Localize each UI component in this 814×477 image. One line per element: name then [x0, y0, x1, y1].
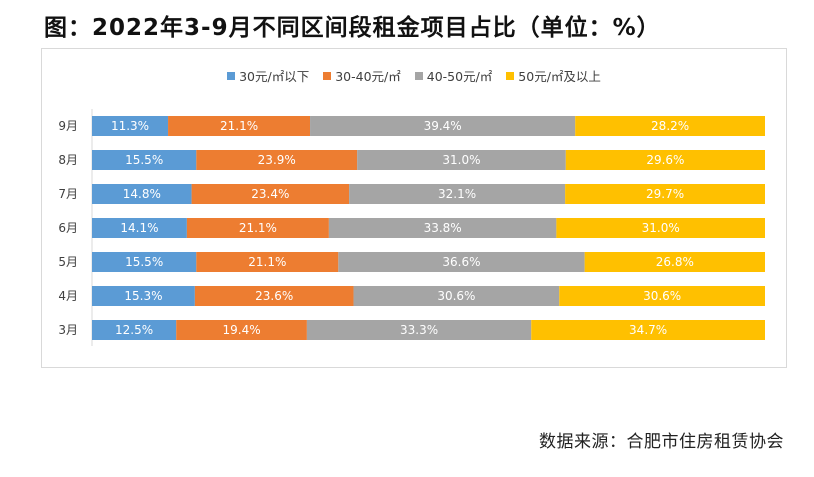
- bar-segment: [196, 252, 339, 272]
- bar-segment: [92, 320, 177, 340]
- bar-segment: [559, 286, 765, 306]
- data-label: 33.8%: [424, 221, 462, 235]
- data-label: 21.1%: [248, 255, 286, 269]
- y-tick-label: 4月: [58, 289, 78, 303]
- legend-label: 50元/㎡及以上: [518, 69, 601, 84]
- bar-segment: [92, 286, 195, 306]
- bar-segment: [92, 116, 169, 136]
- legend-swatch: [227, 71, 236, 80]
- data-source: 数据来源：合肥市住房租赁协会: [539, 432, 784, 452]
- bar-segment: [92, 252, 197, 272]
- data-label: 30.6%: [643, 289, 681, 303]
- chart-title: 图：2022年3-9月不同区间段租金项目占比（单位：%）: [44, 15, 661, 41]
- legend-item-3: 50元/㎡及以上: [506, 66, 601, 85]
- bar-segment: [92, 218, 187, 238]
- legend-item-2: 40-50元/㎡: [414, 66, 493, 85]
- data-label: 23.9%: [258, 153, 296, 167]
- bar-segment: [584, 252, 765, 272]
- legend-swatch: [414, 71, 423, 80]
- bar-segment: [306, 320, 532, 340]
- bar-segment: [92, 150, 197, 170]
- data-label: 14.1%: [120, 221, 158, 235]
- data-label: 34.7%: [629, 323, 667, 337]
- data-label: 15.5%: [125, 255, 163, 269]
- data-label: 11.3%: [111, 119, 149, 133]
- plot-area: 9月 11.3% 21.1% 39.4% 28.2% 8月 15.5% 23.9% 31.0% 2…: [58, 109, 765, 346]
- bar-segment: [310, 116, 576, 136]
- data-label: 21.1%: [220, 119, 258, 133]
- y-tick-label: 9月: [58, 119, 78, 133]
- bar-segment: [92, 184, 192, 204]
- bar-segment: [176, 320, 307, 340]
- legend-label: 30元/㎡以下: [239, 69, 310, 84]
- legend-label: 40-50元/㎡: [426, 69, 493, 84]
- legend-swatch: [506, 71, 515, 80]
- data-label: 23.4%: [251, 187, 289, 201]
- data-label: 12.5%: [115, 323, 153, 337]
- bar-segment: [194, 286, 354, 306]
- data-label: 28.2%: [651, 119, 689, 133]
- data-label: 23.6%: [255, 289, 293, 303]
- y-tick-label: 6月: [58, 221, 78, 235]
- data-label: 26.8%: [656, 255, 694, 269]
- data-label: 15.3%: [124, 289, 162, 303]
- bar-segment: [349, 184, 566, 204]
- data-label: 30.6%: [437, 289, 475, 303]
- data-label: 33.3%: [400, 323, 438, 337]
- data-label: 31.0%: [642, 221, 680, 235]
- legend-label: 30-40元/㎡: [335, 69, 401, 84]
- legend-item-0: 30元/㎡以下: [227, 66, 309, 85]
- bar-segment: [191, 184, 350, 204]
- data-label: 19.4%: [222, 323, 260, 337]
- data-label: 32.1%: [438, 187, 476, 201]
- bar-segment: [556, 218, 765, 238]
- y-tick-label: 8月: [58, 153, 78, 167]
- data-label: 39.4%: [424, 119, 462, 133]
- data-label: 21.1%: [239, 221, 277, 235]
- bar-segment: [565, 184, 765, 204]
- y-tick-label: 7月: [58, 187, 78, 201]
- legend: 30元/㎡以下 30-40元/㎡ 40-50元/㎡ 50元/㎡及以上: [42, 66, 786, 85]
- bar-segment: [186, 218, 329, 238]
- y-tick-label: 3月: [58, 323, 78, 337]
- data-label: 36.6%: [442, 255, 480, 269]
- chart-area: 30元/㎡以下 30-40元/㎡ 40-50元/㎡ 50元/㎡及以上 9月 11.3% 2…: [41, 48, 787, 368]
- data-label: 29.7%: [646, 187, 684, 201]
- bar-segment: [328, 218, 557, 238]
- bar-segment: [575, 116, 765, 136]
- bar-segment: [168, 116, 311, 136]
- bar-segment: [565, 150, 765, 170]
- data-label: 31.0%: [442, 153, 480, 167]
- data-label: 14.8%: [123, 187, 161, 201]
- legend-item-1: 30-40元/㎡: [323, 66, 401, 85]
- y-tick-label: 5月: [58, 255, 78, 269]
- bar-segment: [338, 252, 585, 272]
- legend-swatch: [323, 71, 332, 80]
- bar-segment: [353, 286, 560, 306]
- data-label: 29.6%: [646, 153, 684, 167]
- bar-segment: [196, 150, 358, 170]
- bar-segment: [531, 320, 765, 340]
- bar-segment: [357, 150, 566, 170]
- data-label: 15.5%: [125, 153, 163, 167]
